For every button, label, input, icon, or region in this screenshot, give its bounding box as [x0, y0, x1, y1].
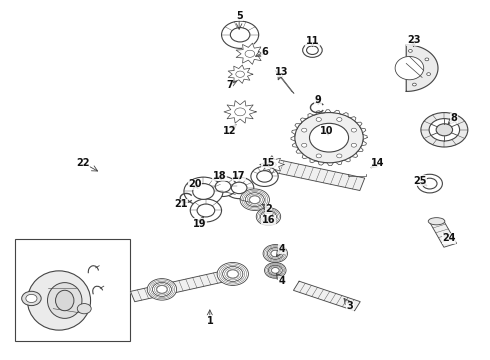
Circle shape — [429, 118, 460, 141]
Circle shape — [224, 177, 254, 199]
Circle shape — [230, 28, 250, 42]
Text: 12: 12 — [222, 126, 236, 135]
Circle shape — [26, 294, 37, 302]
Polygon shape — [272, 159, 365, 190]
Bar — [15, 239, 130, 341]
Circle shape — [413, 83, 416, 86]
Circle shape — [436, 124, 453, 136]
Circle shape — [261, 211, 276, 222]
Circle shape — [427, 73, 431, 76]
Circle shape — [240, 189, 270, 211]
Text: 4: 4 — [278, 244, 285, 254]
Circle shape — [236, 71, 245, 77]
Text: 7: 7 — [226, 80, 233, 90]
Circle shape — [157, 285, 167, 293]
Text: 16: 16 — [262, 215, 275, 225]
Circle shape — [245, 50, 255, 57]
Circle shape — [22, 291, 41, 306]
Circle shape — [417, 174, 442, 193]
Text: 3: 3 — [347, 301, 353, 311]
Text: 9: 9 — [315, 95, 321, 105]
Text: 1: 1 — [206, 316, 213, 325]
Circle shape — [265, 262, 286, 278]
Circle shape — [271, 250, 280, 257]
Circle shape — [235, 108, 245, 116]
Text: 23: 23 — [407, 35, 420, 45]
Text: 6: 6 — [261, 46, 268, 57]
Circle shape — [303, 43, 322, 57]
Text: 17: 17 — [232, 171, 246, 181]
Circle shape — [316, 117, 321, 121]
Circle shape — [269, 265, 282, 275]
Circle shape — [425, 58, 429, 61]
Circle shape — [197, 204, 215, 217]
Circle shape — [217, 262, 248, 285]
Circle shape — [409, 49, 412, 52]
Circle shape — [268, 248, 283, 259]
Polygon shape — [236, 43, 265, 64]
Polygon shape — [228, 65, 253, 84]
Circle shape — [227, 270, 238, 278]
Circle shape — [337, 117, 342, 121]
Circle shape — [295, 113, 363, 163]
Polygon shape — [260, 156, 284, 174]
Circle shape — [256, 208, 281, 226]
Text: 22: 22 — [76, 158, 90, 168]
Text: 5: 5 — [236, 11, 243, 21]
Text: 11: 11 — [306, 36, 319, 46]
Polygon shape — [406, 45, 438, 91]
Circle shape — [147, 279, 176, 300]
Text: 8: 8 — [451, 113, 458, 123]
Circle shape — [301, 143, 307, 147]
Circle shape — [268, 162, 276, 167]
Polygon shape — [130, 270, 231, 302]
Ellipse shape — [55, 290, 74, 311]
Ellipse shape — [48, 283, 82, 318]
Circle shape — [263, 244, 288, 262]
Circle shape — [215, 181, 231, 192]
Text: 21: 21 — [174, 199, 187, 210]
Circle shape — [271, 267, 279, 273]
Circle shape — [249, 196, 260, 203]
Circle shape — [421, 113, 468, 147]
Circle shape — [251, 166, 278, 186]
Circle shape — [221, 21, 259, 48]
Text: 20: 20 — [189, 179, 202, 189]
Circle shape — [77, 303, 91, 314]
Circle shape — [337, 154, 342, 158]
Circle shape — [301, 128, 307, 132]
Text: 2: 2 — [265, 204, 272, 215]
Polygon shape — [224, 100, 256, 123]
Circle shape — [264, 213, 273, 220]
Text: 25: 25 — [413, 176, 427, 186]
Text: 10: 10 — [320, 126, 334, 135]
Text: 15: 15 — [262, 158, 275, 168]
Text: 18: 18 — [213, 171, 226, 181]
Circle shape — [351, 128, 357, 132]
Circle shape — [222, 266, 243, 282]
Circle shape — [152, 282, 171, 296]
Ellipse shape — [27, 271, 91, 330]
Circle shape — [231, 182, 247, 194]
Circle shape — [316, 154, 321, 158]
Circle shape — [193, 184, 214, 199]
Polygon shape — [430, 219, 457, 247]
Text: 4: 4 — [278, 276, 285, 286]
Text: 19: 19 — [193, 219, 207, 229]
Circle shape — [351, 143, 357, 147]
Circle shape — [184, 177, 223, 206]
Polygon shape — [294, 281, 360, 311]
Circle shape — [190, 199, 221, 222]
Circle shape — [307, 46, 318, 54]
Circle shape — [209, 176, 237, 197]
Circle shape — [257, 171, 272, 182]
Circle shape — [245, 193, 264, 207]
Ellipse shape — [395, 57, 424, 80]
Text: 13: 13 — [275, 67, 289, 77]
Text: 24: 24 — [442, 233, 456, 243]
Circle shape — [310, 123, 348, 152]
Circle shape — [422, 178, 437, 189]
Text: 14: 14 — [371, 158, 385, 168]
Ellipse shape — [428, 218, 445, 225]
